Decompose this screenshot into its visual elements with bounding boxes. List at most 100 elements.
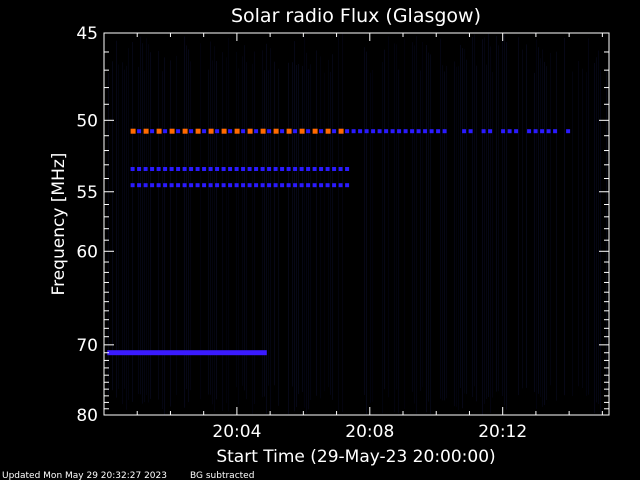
signal-segment-0 (481, 129, 486, 134)
signal-segment-0 (488, 129, 493, 134)
noise-streak (118, 64, 119, 389)
signal-segment-1 (215, 167, 220, 171)
noise-streak (332, 54, 333, 400)
signal-segment-0 (137, 129, 142, 134)
signal-segment-1 (280, 167, 285, 171)
noise-streak (324, 72, 325, 392)
signal-segment-1 (176, 167, 181, 171)
signal-segment-0 (215, 129, 220, 134)
chart-title: Solar radio Flux (Glasgow) (231, 5, 481, 27)
noise-streak (440, 38, 441, 399)
noise-streak (342, 33, 343, 412)
noise-streak (582, 68, 583, 388)
noise-streak (484, 37, 485, 404)
x-tick-labels: 20:04 20:08 20:12 (212, 422, 527, 442)
signal-segment-1 (137, 167, 142, 171)
noise-streak (414, 45, 415, 404)
noise-streak (304, 36, 305, 408)
noise-streak (124, 69, 125, 389)
noise-streak (518, 37, 519, 396)
noise-streak (306, 52, 307, 414)
signal-segment-0 (273, 128, 279, 134)
signal-segment-0 (267, 129, 272, 134)
signal-segment-2 (215, 183, 220, 188)
signal-segment-2 (195, 183, 200, 188)
signal-segment-0 (319, 129, 324, 134)
noise-streak (288, 62, 289, 415)
noise-streak (572, 71, 573, 396)
signal-segment-0 (546, 129, 551, 134)
noise-streak (540, 58, 541, 398)
noise-streak (262, 50, 263, 398)
noise-streak (426, 45, 427, 413)
signal-segment-1 (189, 167, 194, 171)
signal-bands (107, 128, 571, 356)
noise-streak (526, 44, 527, 388)
x-tick-label: 20:04 (212, 422, 261, 442)
signal-segment-0 (280, 129, 285, 134)
noise-streak (456, 66, 457, 407)
signal-segment-0 (566, 129, 571, 134)
signal-segment-2 (319, 183, 324, 188)
noise-streak (236, 51, 237, 388)
signal-segment-0 (390, 129, 395, 134)
noise-streak (388, 36, 389, 398)
noise-streak (422, 42, 423, 388)
noise-streak (472, 37, 473, 397)
signal-band-3 (107, 350, 267, 356)
signal-segment-2 (247, 183, 252, 188)
noise-streak (266, 43, 267, 414)
signal-segment-0 (286, 128, 292, 134)
noise-streak (268, 70, 269, 386)
noise-streak (476, 65, 477, 402)
signal-segment-0 (527, 129, 532, 134)
signal-segment-0 (221, 128, 227, 134)
signal-segment-0 (514, 129, 519, 134)
signal-segment-2 (260, 183, 265, 188)
noise-streak (498, 45, 499, 392)
noise-streak (162, 71, 163, 409)
noise-streak (482, 39, 483, 415)
signal-segment-2 (286, 183, 291, 188)
noise-streak (454, 61, 455, 407)
noise-streak (148, 44, 149, 403)
signal-segment-2 (130, 183, 135, 188)
x-tick-label: 20:12 (478, 422, 527, 442)
signal-segment-1 (130, 167, 135, 171)
signal-segment-1 (332, 167, 337, 171)
signal-segment-0 (260, 128, 266, 134)
noise-streak (464, 48, 465, 394)
noise-streak (242, 56, 243, 386)
noise-streak (600, 70, 601, 414)
noise-streak (412, 42, 413, 392)
noise-streak (458, 66, 459, 410)
signal-segment-0 (442, 129, 447, 134)
noise-streak (506, 42, 507, 410)
signal-segment-2 (325, 183, 330, 188)
signal-segment-2 (280, 183, 285, 188)
signal-segment-0 (403, 129, 408, 134)
noise-streak (544, 61, 545, 406)
signal-segment-0 (468, 129, 473, 134)
noise-streak (446, 65, 447, 399)
signal-segment-0 (182, 128, 188, 134)
noise-streak (428, 52, 429, 402)
noise-streak (228, 37, 229, 412)
noise-streak (330, 71, 331, 395)
noise-streak (212, 60, 213, 405)
noise-streak (246, 62, 247, 400)
noise-streak (474, 34, 475, 387)
noise-streak (128, 48, 129, 400)
x-axis-label: Start Time (29-May-23 20:00:00) (216, 447, 495, 467)
signal-segment-0 (416, 129, 421, 134)
noise-streak (536, 39, 537, 410)
signal-segment-1 (208, 167, 213, 171)
noise-streak (492, 72, 493, 398)
noise-streak (442, 65, 443, 401)
noise-streak (184, 36, 185, 408)
plot-noise-layer (108, 33, 607, 415)
noise-streak (116, 40, 117, 398)
noise-streak (546, 66, 547, 400)
signal-segment-0 (208, 128, 214, 134)
noise-streak (214, 46, 215, 412)
